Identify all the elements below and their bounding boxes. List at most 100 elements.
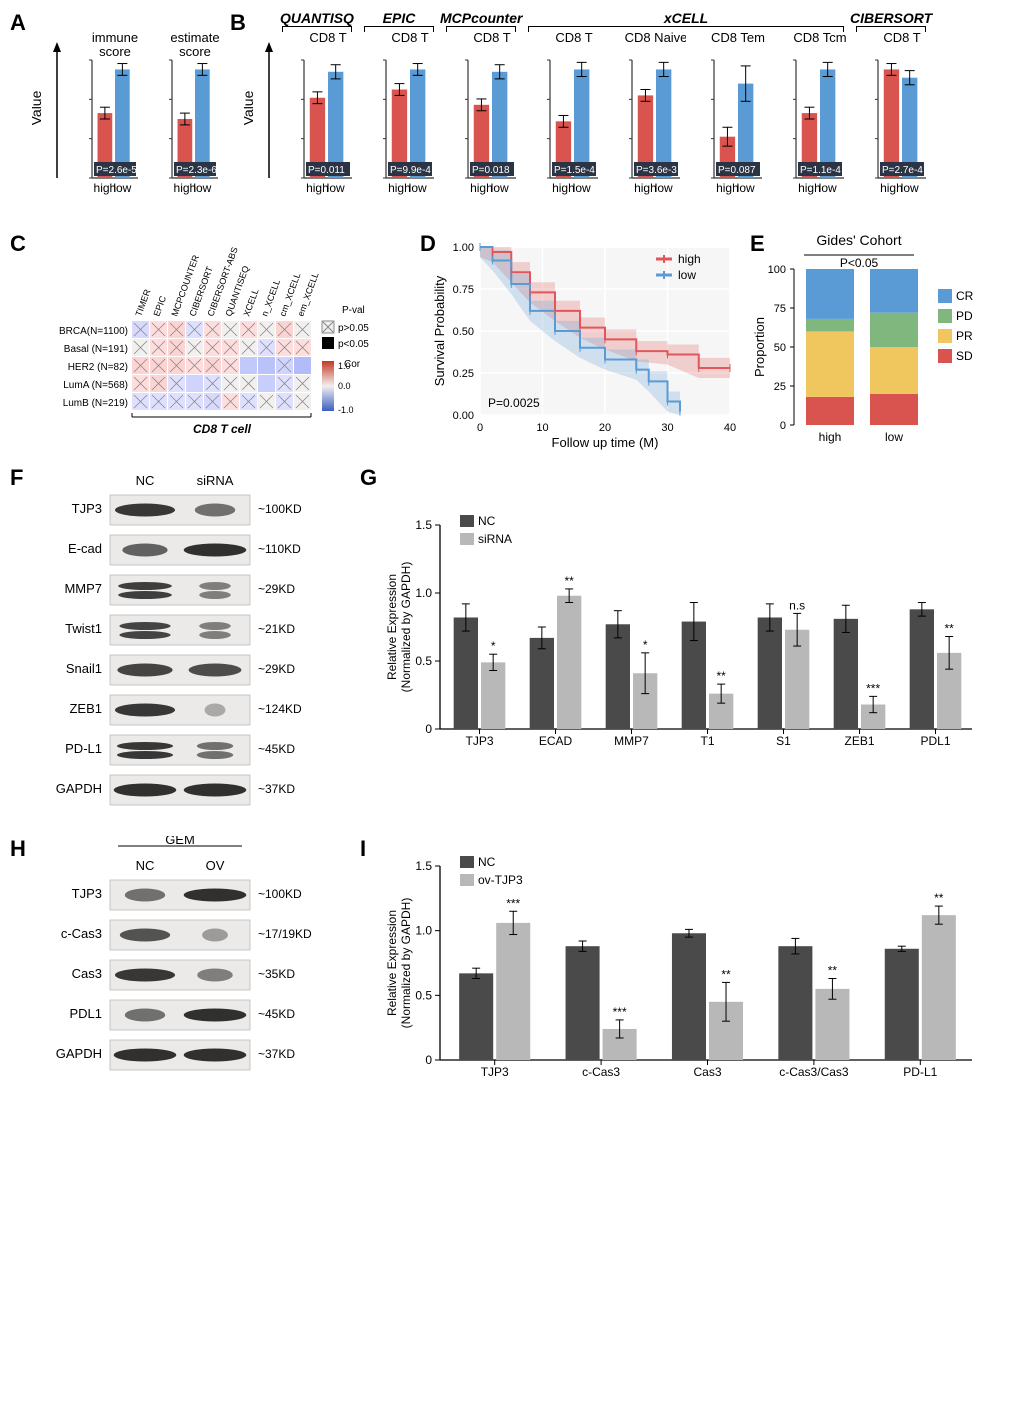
- svg-text:1.5: 1.5: [415, 859, 432, 873]
- grouped-barchart: 00.51.01.5Relative Expression(Normalized…: [382, 505, 982, 765]
- mini-barchart: CD8 TP=0.018highlow: [440, 28, 522, 223]
- panel-e-stacked: Gides' CohortP<0.050255075100Proportionh…: [750, 231, 1000, 451]
- svg-text:Proportion: Proportion: [752, 317, 767, 377]
- svg-text:P=0.087: P=0.087: [718, 165, 756, 176]
- svg-text:low: low: [113, 181, 131, 195]
- svg-text:CD8 T: CD8 T: [309, 30, 346, 45]
- svg-text:**: **: [721, 967, 731, 981]
- svg-text:0.75: 0.75: [453, 284, 474, 296]
- svg-text:XCELL: XCELL: [241, 287, 260, 317]
- svg-text:low: low: [327, 181, 345, 195]
- svg-text:~29KD: ~29KD: [258, 582, 295, 596]
- svg-text:CD8 T: CD8 T: [391, 30, 428, 45]
- svg-text:TJP3: TJP3: [465, 734, 493, 748]
- svg-text:low: low: [901, 181, 919, 195]
- svg-text:0.50: 0.50: [453, 326, 474, 338]
- group-header: EPIC: [358, 10, 440, 26]
- svg-text:PD-L1: PD-L1: [903, 1065, 937, 1079]
- panel-d-survival: 0102030400.000.250.500.751.00highlowFoll…: [430, 231, 740, 451]
- svg-text:***: ***: [613, 1005, 627, 1019]
- mini-barchart: CD8 TcmP=1.1e-4highlow: [768, 28, 850, 223]
- svg-text:low: low: [885, 430, 903, 444]
- svg-text:Gides' Cohort: Gides' Cohort: [816, 232, 901, 248]
- svg-text:50: 50: [774, 342, 786, 354]
- mini-barchart: CD8 TP=1.5e-4highlow: [522, 28, 604, 223]
- svg-text:P=0.0025: P=0.0025: [488, 396, 540, 410]
- svg-text:OV: OV: [206, 858, 225, 873]
- svg-text:MMP7: MMP7: [614, 734, 649, 748]
- svg-text:*: *: [643, 638, 648, 652]
- svg-text:P=2.6e-5: P=2.6e-5: [96, 165, 137, 176]
- mini-barchart: CD8 TP=9.9e-4highlow: [358, 28, 440, 223]
- svg-text:*: *: [491, 639, 496, 653]
- svg-text:GEM: GEM: [165, 836, 195, 847]
- svg-text:MMP7: MMP7: [64, 581, 102, 596]
- svg-text:low: low: [491, 181, 509, 195]
- svg-text:siRNA: siRNA: [197, 473, 234, 488]
- svg-text:Relative Expression: Relative Expression: [385, 910, 399, 1016]
- svg-text:0: 0: [425, 722, 432, 736]
- svg-text:~17/19KD: ~17/19KD: [258, 927, 312, 941]
- svg-text:HER2 (N=82): HER2 (N=82): [68, 362, 128, 373]
- mini-barchart: CD8 T P=2.7e-4 highlow: [850, 28, 932, 223]
- svg-text:high: high: [634, 181, 657, 195]
- svg-text:~124KD: ~124KD: [258, 702, 302, 716]
- svg-text:0.25: 0.25: [453, 368, 474, 380]
- svg-text:P-val: P-val: [342, 305, 365, 316]
- svg-text:NC: NC: [478, 855, 496, 869]
- svg-text:0.00: 0.00: [453, 410, 474, 422]
- svg-text:0: 0: [425, 1053, 432, 1067]
- svg-text:1.0: 1.0: [338, 361, 351, 371]
- svg-text:CD8 T: CD8 T: [883, 30, 920, 45]
- svg-text:1.5: 1.5: [415, 518, 432, 532]
- svg-text:TJP3: TJP3: [72, 501, 102, 516]
- mini-barchart: CD8 TemP=0.087highlow: [686, 28, 768, 223]
- svg-text:PD-L1: PD-L1: [65, 741, 102, 756]
- svg-text:EPIC: EPIC: [151, 294, 168, 318]
- svg-text:**: **: [944, 622, 954, 636]
- svg-text:high: high: [880, 181, 903, 195]
- svg-text:1.00: 1.00: [453, 242, 474, 254]
- svg-text:LumA (N=568): LumA (N=568): [63, 380, 128, 391]
- grouped-barchart: 00.51.01.5Relative Expression(Normalized…: [382, 846, 982, 1096]
- svg-text:P=2.7e-4: P=2.7e-4: [882, 165, 923, 176]
- svg-text:NC: NC: [136, 858, 155, 873]
- svg-text:low: low: [655, 181, 673, 195]
- svg-text:BRCA(N=1100): BRCA(N=1100): [59, 326, 128, 337]
- svg-text:Relative Expression: Relative Expression: [385, 574, 399, 680]
- mini-barchart: estimatescoreP=2.3e-6highlow: [144, 28, 224, 223]
- svg-text:CR: CR: [956, 289, 974, 303]
- svg-text:~45KD: ~45KD: [258, 1007, 295, 1021]
- svg-text:CD8 Tem: CD8 Tem: [711, 30, 765, 45]
- svg-text:T1: T1: [700, 734, 714, 748]
- svg-text:Value: Value: [32, 90, 44, 125]
- western-blot: GEMNCOVTJP3~100KDc-Cas3~17/19KDCas3~35KD…: [32, 836, 332, 1082]
- svg-text:Cas3: Cas3: [693, 1065, 721, 1079]
- svg-text:(Normalized by GAPDH): (Normalized by GAPDH): [399, 898, 413, 1029]
- svg-text:CD8 Tcm: CD8 Tcm: [793, 30, 846, 45]
- svg-text:0: 0: [780, 420, 786, 432]
- group-header: CIBERSORT: [850, 10, 932, 26]
- svg-text:TJP3: TJP3: [72, 886, 102, 901]
- western-blot: NCsiRNATJP3~100KDE-cad~110KDMMP7~29KDTwi…: [32, 465, 332, 817]
- svg-text:high: high: [306, 181, 329, 195]
- svg-text:Snail1: Snail1: [66, 661, 102, 676]
- group-header: MCPcounter: [440, 10, 522, 26]
- svg-text:0.5: 0.5: [415, 654, 432, 668]
- svg-text:Twist1: Twist1: [65, 621, 102, 636]
- svg-text:p<0.05: p<0.05: [338, 339, 369, 350]
- svg-text:***: ***: [506, 896, 520, 910]
- svg-text:ECAD: ECAD: [539, 734, 573, 748]
- svg-text:100: 100: [768, 264, 786, 276]
- svg-text:P=9.9e-4: P=9.9e-4: [390, 165, 431, 176]
- svg-text:low: low: [737, 181, 755, 195]
- svg-text:**: **: [716, 669, 726, 683]
- svg-text:~100KD: ~100KD: [258, 502, 302, 516]
- svg-text:PDL1: PDL1: [920, 734, 950, 748]
- svg-text:10: 10: [536, 422, 548, 434]
- svg-text:~45KD: ~45KD: [258, 742, 295, 756]
- group-header: QUANTISQ: [276, 10, 358, 26]
- svg-text:40: 40: [724, 422, 736, 434]
- svg-text:~37KD: ~37KD: [258, 782, 295, 796]
- svg-text:TJP3: TJP3: [481, 1065, 509, 1079]
